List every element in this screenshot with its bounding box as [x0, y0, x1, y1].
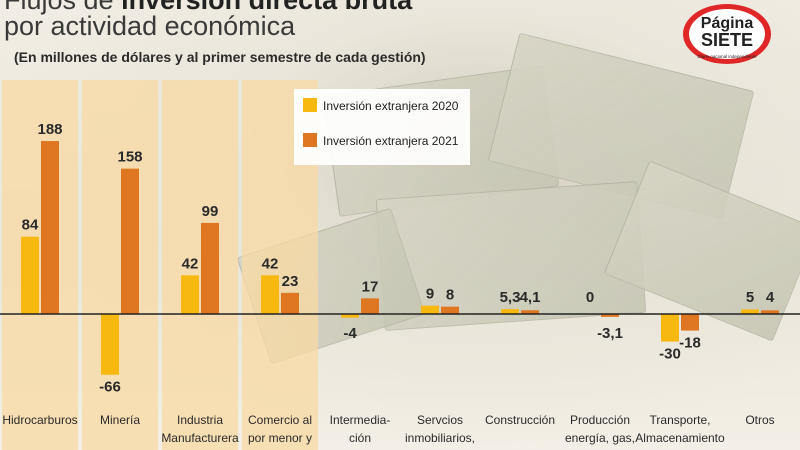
category-highlight-band [162, 80, 238, 450]
category-label: Otros [745, 413, 774, 427]
logo-line1: Página [701, 15, 754, 32]
category-label: Servcios [417, 413, 463, 427]
bar-2021 [201, 222, 219, 314]
chart-title-line2: por actividad económica [4, 11, 296, 41]
chart-title: Flujos de inversión directa bruta [4, 0, 413, 15]
bar-2021 [441, 306, 459, 314]
bar-2021 [121, 168, 139, 314]
value-label-2021: 8 [446, 287, 454, 304]
bar-2020 [341, 314, 359, 318]
value-label-2021: -3,1 [597, 325, 623, 342]
value-label-2020: 5,3 [500, 289, 521, 306]
category-label: Minería [100, 413, 140, 427]
legend-swatch-2021 [303, 133, 317, 147]
category-highlight-band [82, 80, 158, 450]
value-label-2020: -4 [343, 325, 357, 342]
category-label: Transporte, [650, 413, 711, 427]
category-label: Intermedia- [330, 413, 391, 427]
bar-2020 [181, 275, 199, 314]
category-label: Industria [177, 413, 223, 427]
legend-label-2021: Inversión extranjera 2021 [323, 134, 459, 148]
bar-2021 [41, 141, 59, 314]
category-label: Construcción [485, 413, 555, 427]
value-label-2020: 42 [262, 255, 279, 272]
bar-2020 [261, 275, 279, 314]
logo-tagline: Diario nacional independiente [697, 54, 757, 59]
bar-2020 [101, 314, 119, 375]
value-label-2021: 4 [766, 289, 775, 306]
category-highlight-band [2, 80, 78, 450]
value-label-2020: 5 [746, 289, 754, 306]
logo-line2: SIETE [701, 30, 753, 50]
bar-2021 [601, 314, 619, 317]
chart-legend: Inversión extranjera 2020 Inversión extr… [294, 89, 470, 165]
category-label: Hidrocarburos [2, 413, 77, 427]
bar-2020 [421, 305, 439, 314]
bar-2020 [661, 314, 679, 342]
legend-label-2020: Inversión extranjera 2020 [323, 99, 459, 113]
value-label-2021: 23 [282, 273, 299, 290]
value-label-2021: 17 [362, 278, 379, 295]
category-label: Comercio al [248, 413, 312, 427]
value-label-2020: 84 [22, 217, 39, 234]
bar-2021 [521, 310, 539, 314]
bar-2021 [361, 298, 379, 314]
category-label: Manufacturera [161, 431, 239, 445]
category-label: Almacenamiento [635, 431, 725, 445]
category-label: inmobiliarios, [405, 431, 475, 445]
category-label: ción [349, 431, 371, 445]
value-label-2021: -18 [679, 335, 701, 352]
bar-2021 [761, 310, 779, 314]
chart-subtitle: (En millones de dólares y al primer seme… [14, 49, 426, 65]
value-label-2021: 99 [202, 203, 219, 220]
category-label: energía, gas, [565, 431, 635, 445]
bar-2020 [21, 236, 39, 314]
value-label-2021: 4,1 [520, 289, 541, 306]
value-label-2020: -30 [659, 346, 681, 363]
bar-2021 [281, 292, 299, 314]
bar-2021 [681, 314, 699, 331]
value-label-2021: 158 [117, 149, 142, 166]
pagina-siete-logo: Página SIETE Diario nacional independien… [683, 4, 771, 64]
legend-item-2020: Inversión extranjera 2020 [303, 98, 458, 113]
category-label: por menor y [248, 431, 312, 445]
value-label-2020: -66 [99, 379, 121, 396]
value-label-2021: 188 [37, 121, 62, 138]
value-label-2020: 42 [182, 255, 199, 272]
value-label-2020: 0 [586, 289, 594, 306]
legend-swatch-2020 [303, 98, 317, 112]
legend-item-2021: Inversión extranjera 2021 [303, 133, 458, 148]
value-label-2020: 9 [426, 286, 434, 303]
bar-2020 [741, 309, 759, 314]
category-label: Producción [570, 413, 630, 427]
bar-2020 [501, 309, 519, 314]
